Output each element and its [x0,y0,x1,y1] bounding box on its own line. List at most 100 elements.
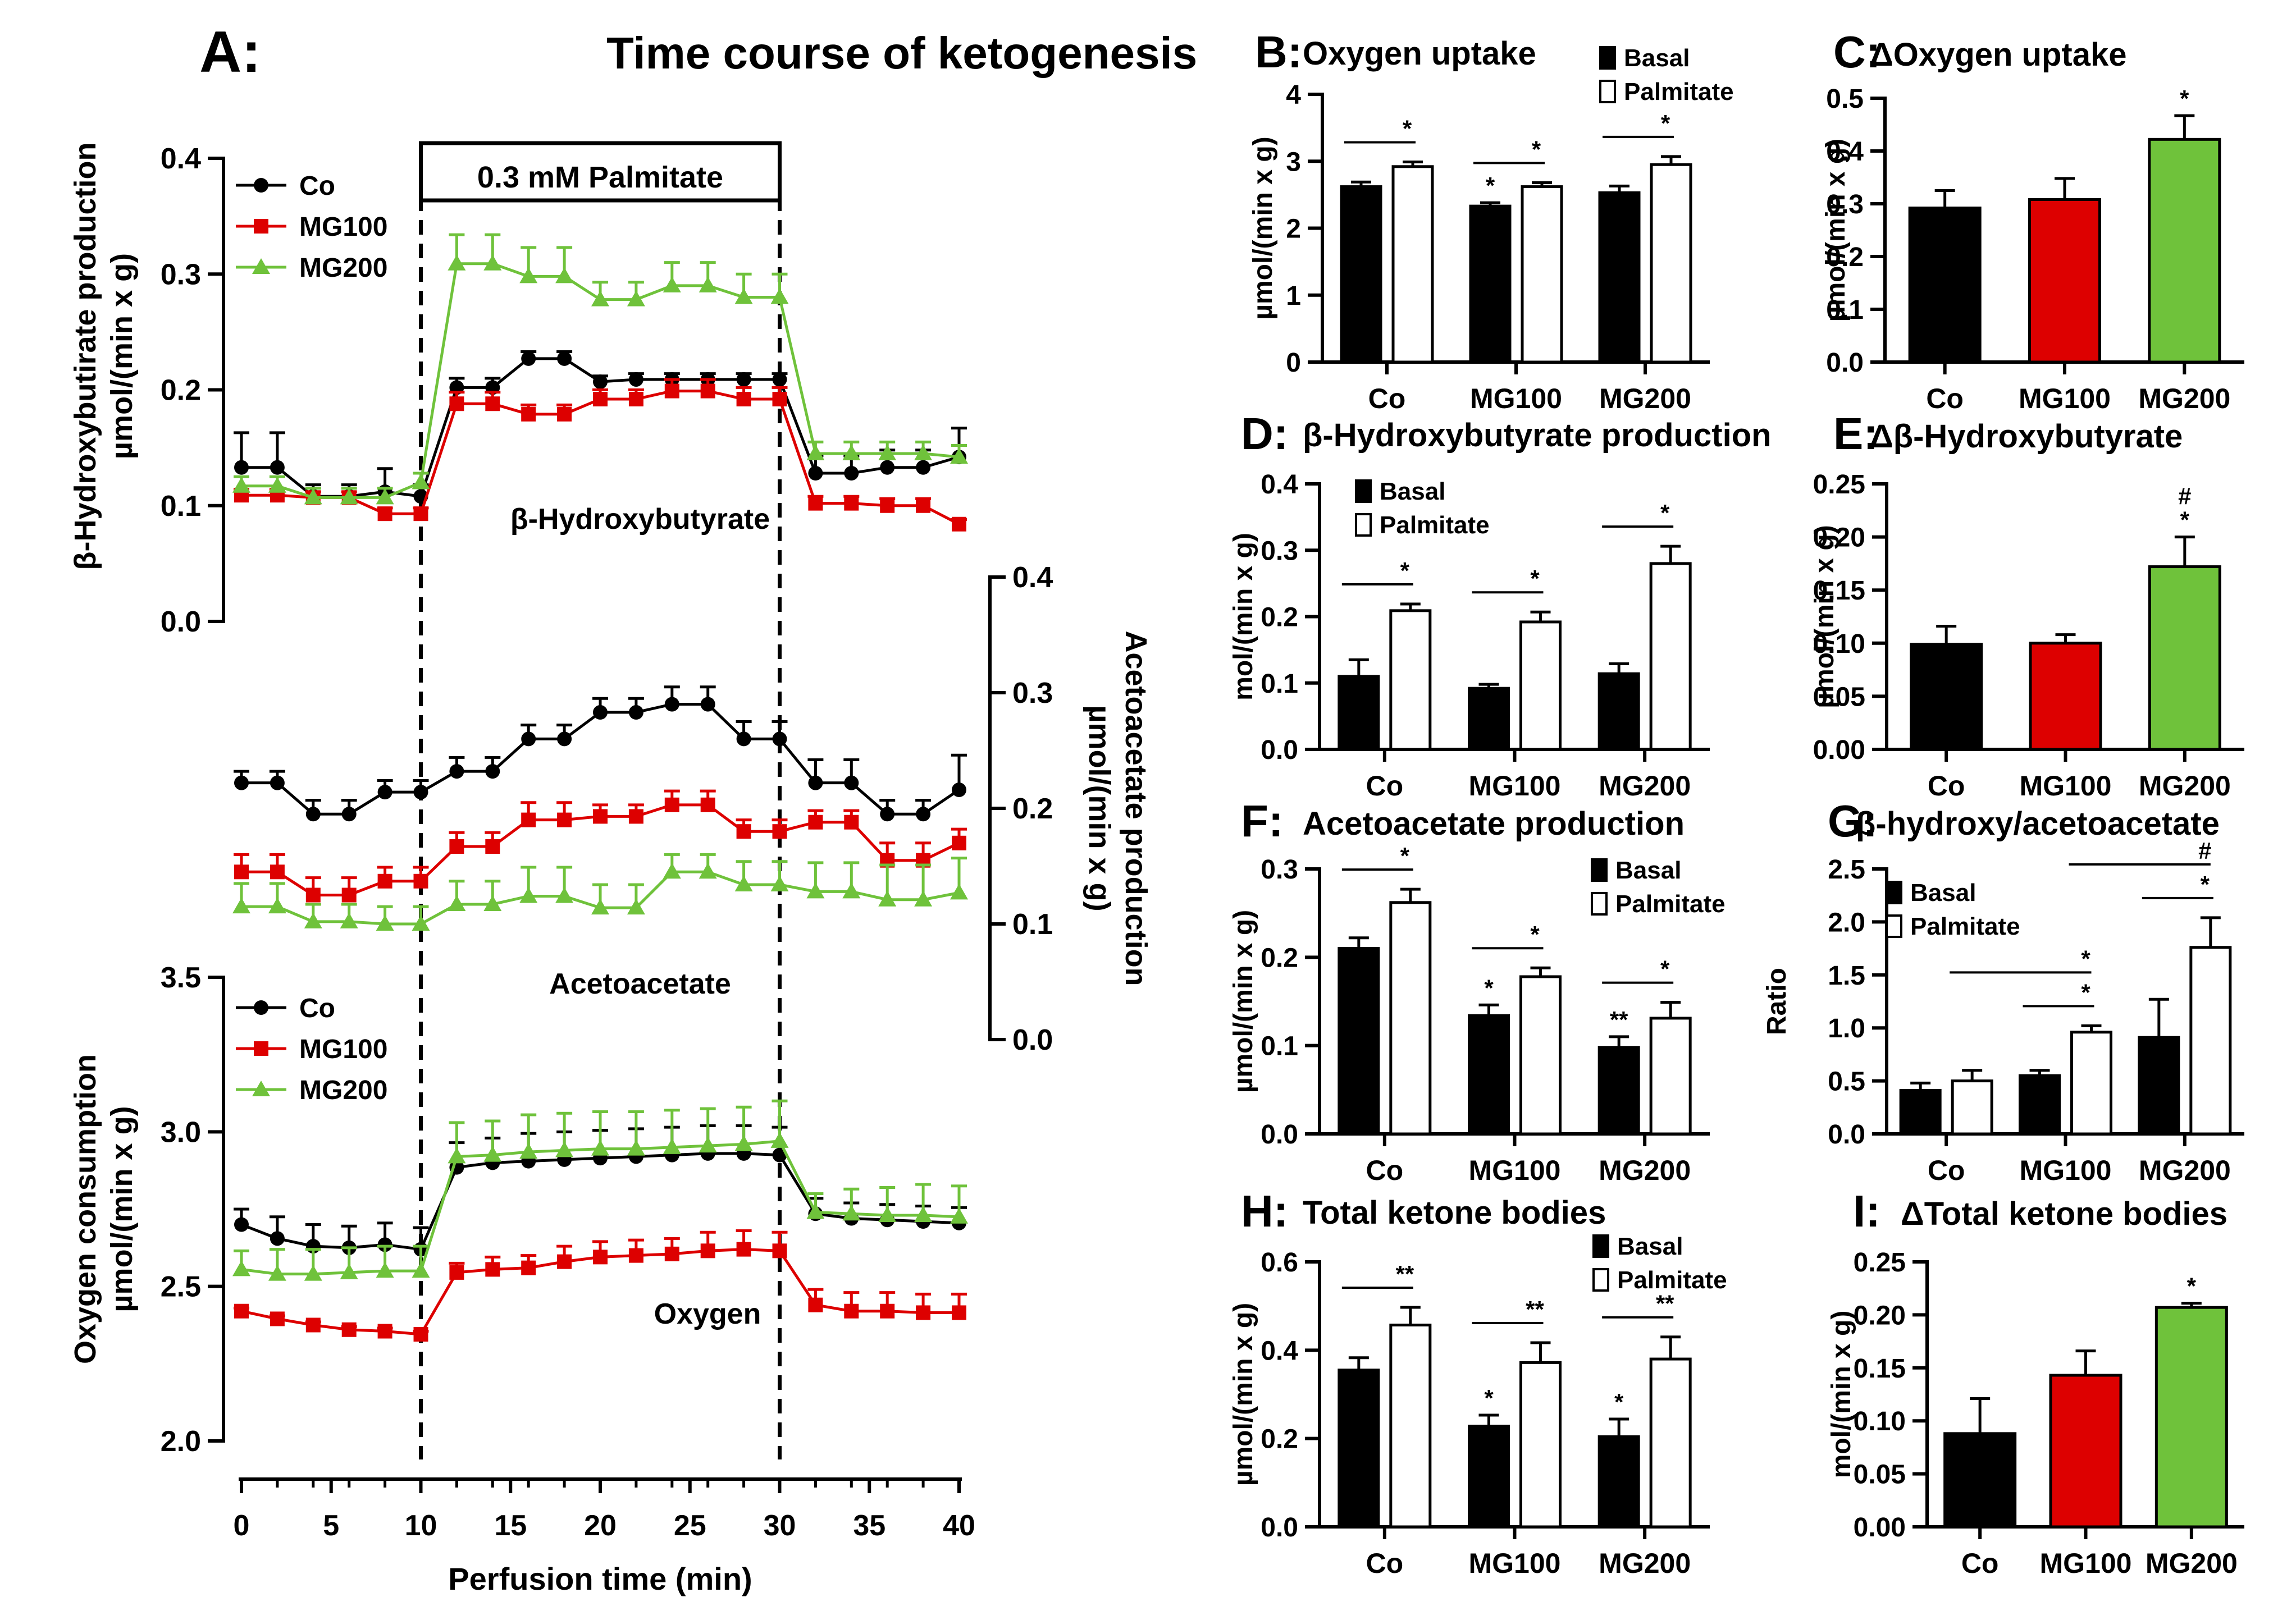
bar-basal [1469,204,1512,364]
y-tick-label: 0.3 [1826,190,1864,219]
panel-b-bar-chart: B: Oxygen uptake 0 1 2 3 4 µmol/(min x g) Co MG10… [1248,27,1734,414]
legend-marker [254,178,268,193]
data-point [664,1246,679,1261]
data-point [950,884,968,900]
data-point [557,351,572,366]
legend-label: Basal [1624,44,1690,72]
bar-basal [1899,1089,1942,1136]
significance-mark: * [2081,979,2090,1005]
x-tick-label: MG100 [1469,1155,1561,1186]
data-point [952,516,966,532]
panel-letter: G: [1828,796,1878,846]
x-tick-label: Co [1928,1155,1965,1186]
data-point [234,1303,249,1319]
data-point [412,1262,430,1278]
data-point [377,873,392,889]
significance-mark: # [2178,483,2191,510]
x-tick-label: Co [1366,1155,1404,1186]
data-point [772,824,787,839]
x-tick-label: MG100 [2019,383,2111,414]
bar-basal [1598,191,1641,364]
data-point [664,383,679,399]
y-tick-label: 0.4 [1261,1336,1298,1366]
x-tick-label: 30 [764,1509,796,1542]
bar-basal [1338,675,1380,751]
bar-palmitate [1649,562,1692,751]
y-tick-label: 0.1 [1261,1032,1298,1061]
data-point [627,899,645,915]
panel-letter: H: [1241,1186,1288,1236]
data-point [736,392,751,406]
y-tick-label: 0.2 [1261,603,1298,633]
y-tick-label: 0.10 [1813,629,1865,659]
bar [2029,642,2102,751]
bar-palmitate [1650,163,1692,364]
data-point [914,890,933,907]
bar-basal [1338,1369,1380,1529]
data-point [304,1265,322,1281]
data-point [521,351,536,366]
panel-i-bar-chart: I: ΔTotal ketone bodies 0.00 0.05 0.10 0.15 0.… [1827,1186,2244,1579]
y-tick-label: 0.2 [1261,1425,1298,1454]
data-point [593,392,608,406]
data-point [485,396,500,411]
significance-mark: * [1530,565,1540,592]
data-point [232,1260,250,1276]
data-point [808,814,823,830]
significance-mark: * [1484,974,1494,1001]
data-point [663,863,681,879]
significance-mark: # [2198,838,2211,864]
data-point [736,731,751,747]
y-tick-label: 0.25 [1813,470,1865,500]
data-point [950,1207,968,1224]
x-tick-label: 0 [234,1509,250,1542]
data-point [270,460,285,475]
y-tick-label: 0.0 [1261,1513,1298,1543]
y-tick-label: 0.05 [1813,682,1865,712]
y-tick-label: 0.1 [1012,908,1053,941]
data-point [413,873,428,889]
y-tick-label: 0.1 [1826,295,1864,325]
x-tick-label: 15 [494,1509,527,1542]
y-axis-label-line2: µmol/(min x g) [1083,705,1116,911]
y-axis-label-line1: Acetoacetate production [1119,630,1153,986]
data-point [806,1203,825,1219]
y-tick-label: 0.0 [1012,1024,1053,1056]
data-point [341,807,357,822]
x-tick-label: 10 [405,1509,437,1542]
panel-title: Acetoacetate production [1303,806,1685,842]
data-point [449,396,464,411]
bar-basal [2138,1036,2180,1136]
y-axis-label: µmol/(min x g) [1229,1303,1258,1486]
x-tick-label: Co [1961,1548,1999,1579]
legend-swatch [1886,914,1902,938]
data-point [808,496,823,511]
y-axis-label-line1: β-Hydroxybutirate production [69,143,102,570]
bar-basal [1597,1435,1640,1529]
x-tick-label: 5 [323,1509,339,1542]
data-point [770,1132,789,1148]
data-point [449,1265,464,1280]
data-point [772,1243,787,1259]
data-point [736,372,751,387]
data-point [557,1254,572,1269]
panel-letter: B: [1255,27,1302,77]
data-point [413,506,428,521]
data-point [448,254,466,271]
data-point [234,775,249,790]
bar-basal [1597,1046,1640,1136]
data-point [808,466,823,481]
x-tick-label: 40 [943,1509,975,1542]
data-point [700,697,715,712]
bar-palmitate [2070,1031,2112,1136]
y-tick-label: 0.25 [1854,1248,1906,1278]
data-point [878,1206,897,1223]
data-point [234,460,249,475]
data-point [485,1262,500,1277]
bar-palmitate [1519,975,1562,1136]
data-point [232,477,250,493]
bar-palmitate [1389,901,1432,1136]
y-axis-label: mol/(min x g) [1229,533,1258,701]
data-point [734,1135,753,1151]
data-point [232,898,250,914]
